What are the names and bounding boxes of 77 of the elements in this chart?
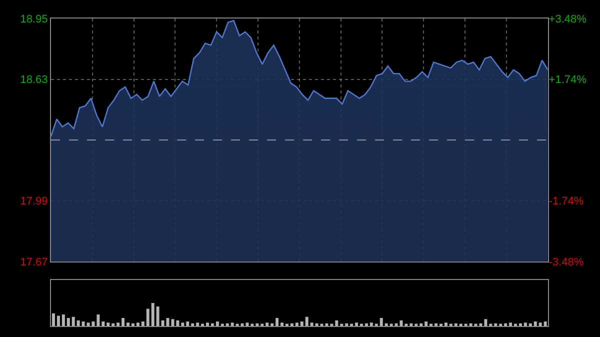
bar [364, 323, 368, 326]
bar [62, 314, 65, 326]
bar [82, 321, 85, 326]
y-tick-label: 18.63 [20, 74, 48, 86]
bar [206, 322, 209, 326]
bar [156, 306, 160, 326]
bar [176, 320, 180, 326]
bar [310, 322, 314, 326]
bar [469, 323, 472, 326]
bar [116, 322, 120, 326]
bar [524, 322, 527, 326]
bar [112, 323, 115, 326]
bar [131, 323, 134, 326]
bar [266, 322, 269, 326]
bar [210, 323, 214, 326]
bar [141, 321, 144, 326]
bar [270, 323, 274, 326]
bar [534, 321, 537, 326]
bar [528, 323, 532, 326]
bar [444, 322, 448, 326]
bar [410, 323, 413, 326]
bar [136, 322, 140, 326]
bar [518, 323, 522, 326]
bar [230, 322, 234, 326]
bar [424, 321, 428, 326]
bar [380, 318, 383, 326]
bar [151, 303, 154, 326]
bar [305, 316, 308, 326]
bar [146, 308, 150, 326]
y2-tick-label: -3.48% [548, 256, 584, 268]
bar [434, 323, 438, 326]
y-tick-label: 17.99 [20, 196, 48, 208]
bar [216, 321, 219, 326]
bar [494, 323, 498, 326]
bar [300, 321, 304, 326]
bar [181, 322, 184, 326]
y2-tick-label: +1.74% [548, 74, 587, 86]
bar [72, 316, 75, 326]
bar [122, 318, 125, 326]
y-tick-label: 18.95 [20, 14, 48, 26]
bar [454, 323, 458, 326]
bar [102, 321, 105, 326]
bar [335, 320, 338, 326]
bar [420, 323, 423, 326]
bar [315, 323, 318, 326]
bar [394, 323, 398, 326]
bar [76, 320, 80, 326]
bar [276, 318, 279, 326]
bar [106, 322, 110, 326]
bar [355, 322, 358, 326]
bar [504, 323, 508, 326]
bar [240, 323, 244, 326]
bar [280, 322, 284, 326]
y-tick-label: 17.67 [20, 256, 48, 268]
bar [196, 322, 200, 326]
bar [96, 314, 100, 326]
bar [171, 319, 174, 326]
y2-tick-label: -1.74% [548, 196, 584, 208]
bar [509, 322, 512, 326]
bar [256, 323, 259, 326]
bar [161, 320, 164, 326]
bar [538, 322, 542, 326]
bar [544, 321, 547, 326]
bar [484, 319, 488, 326]
bar [295, 322, 298, 326]
bar [384, 323, 388, 326]
bar [56, 316, 60, 326]
bar [290, 323, 294, 326]
bar [345, 323, 348, 326]
bar [370, 322, 373, 326]
bar [191, 323, 194, 326]
bar [226, 323, 229, 326]
bar [126, 322, 130, 326]
y2-tick-label: +3.48% [548, 14, 587, 26]
bar [66, 318, 70, 326]
bar [186, 321, 190, 326]
bar [52, 313, 55, 326]
